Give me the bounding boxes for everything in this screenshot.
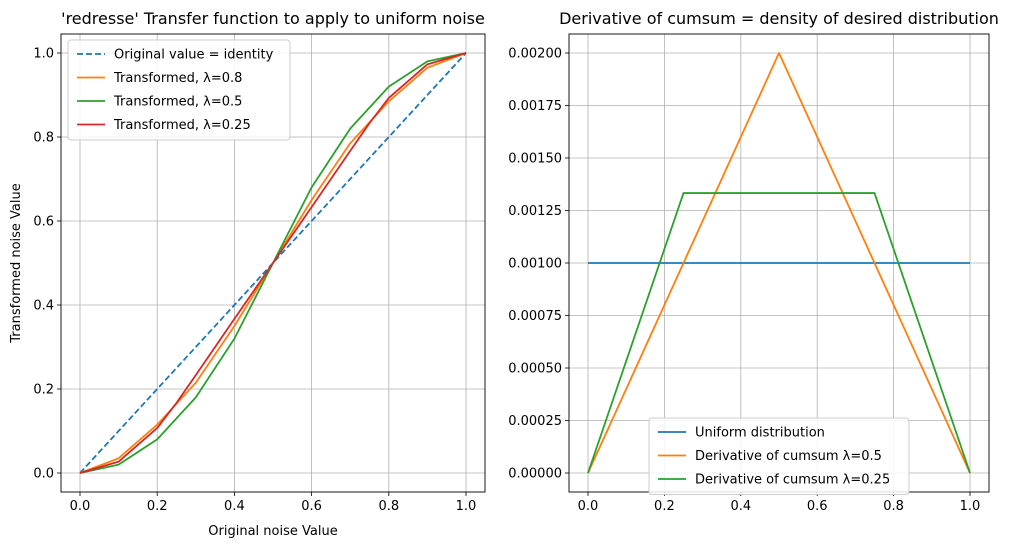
legend-label: Transformed, λ=0.8 bbox=[113, 71, 242, 86]
series-line bbox=[79, 52, 467, 474]
ticks: 0.0 0.2 0.4 0.6 0.8 1.0 0.00000 0.00025 0.00050 0… bbox=[508, 47, 980, 515]
y-tick-label: 0.00025 bbox=[508, 414, 562, 429]
y-tick-label: 1.0 bbox=[33, 47, 54, 62]
x-tick-label: 0.6 bbox=[807, 499, 828, 514]
legend-box bbox=[648, 417, 910, 495]
ticks: 0.0 0.2 0.4 0.6 0.8 1.0 0.0 0.2 0.4 0.6 0.8 1.0 bbox=[33, 47, 476, 515]
x-tick-label: 0.6 bbox=[301, 499, 322, 514]
y-tick-label: 0.2 bbox=[33, 383, 54, 398]
transfer-function-chart: 'redresse' Transfer function to apply to… bbox=[9, 9, 486, 539]
series-line bbox=[79, 52, 467, 474]
y-tick-label: 0.00050 bbox=[508, 362, 562, 377]
density-chart: Derivative of cumsum = density of desire… bbox=[508, 9, 999, 514]
chart-title: Derivative of cumsum = density of desire… bbox=[559, 9, 999, 28]
x-tick-label: 0.0 bbox=[70, 499, 91, 514]
series-line bbox=[587, 52, 971, 474]
plot-frame bbox=[60, 33, 486, 493]
x-tick-label: 0.8 bbox=[883, 499, 904, 514]
legend-label: Original value = identity bbox=[114, 48, 274, 63]
x-tick-label: 0.4 bbox=[730, 499, 751, 514]
x-tick-label: 0.2 bbox=[147, 499, 168, 514]
y-tick-label: 0.0 bbox=[33, 467, 54, 482]
x-tick-label: 0.0 bbox=[578, 499, 599, 514]
y-tick-label: 0.4 bbox=[33, 299, 54, 314]
y-tick-label: 0.00000 bbox=[508, 467, 562, 482]
series-lines bbox=[587, 52, 971, 474]
series-line bbox=[587, 192, 971, 474]
y-tick-label: 0.6 bbox=[33, 215, 54, 230]
y-axis-label: Transformed noise Value bbox=[9, 183, 24, 343]
legend-box bbox=[67, 39, 291, 141]
chart-title: 'redresse' Transfer function to apply to… bbox=[61, 9, 485, 28]
x-tick-label: 0.4 bbox=[224, 499, 245, 514]
y-tick-label: 0.00175 bbox=[508, 99, 562, 114]
legend-label: Derivative of cumsum λ=0.25 bbox=[695, 473, 890, 488]
y-tick-label: 0.00100 bbox=[508, 257, 562, 272]
legend-label: Uniform distribution bbox=[695, 426, 825, 441]
x-tick-label: 0.8 bbox=[378, 499, 399, 514]
legend-label: Derivative of cumsum λ=0.5 bbox=[695, 449, 882, 464]
series-lines bbox=[79, 52, 467, 474]
y-tick-label: 0.00150 bbox=[508, 152, 562, 167]
legend: Original value = identity Transformed, λ=… bbox=[67, 39, 291, 141]
x-tick-label: 1.0 bbox=[456, 499, 477, 514]
x-tick-label: 1.0 bbox=[960, 499, 981, 514]
x-axis-label: Original noise Value bbox=[208, 524, 337, 539]
y-tick-label: 0.00075 bbox=[508, 309, 562, 324]
legend-label: Transformed, λ=0.25 bbox=[113, 118, 251, 133]
y-tick-label: 0.00200 bbox=[508, 47, 562, 62]
y-tick-label: 0.00125 bbox=[508, 204, 562, 219]
legend-label: Transformed, λ=0.5 bbox=[113, 95, 242, 110]
x-tick-label: 0.2 bbox=[654, 499, 675, 514]
y-tick-label: 0.8 bbox=[33, 131, 54, 146]
legend: Uniform distribution Derivative of cumsum… bbox=[648, 417, 910, 495]
